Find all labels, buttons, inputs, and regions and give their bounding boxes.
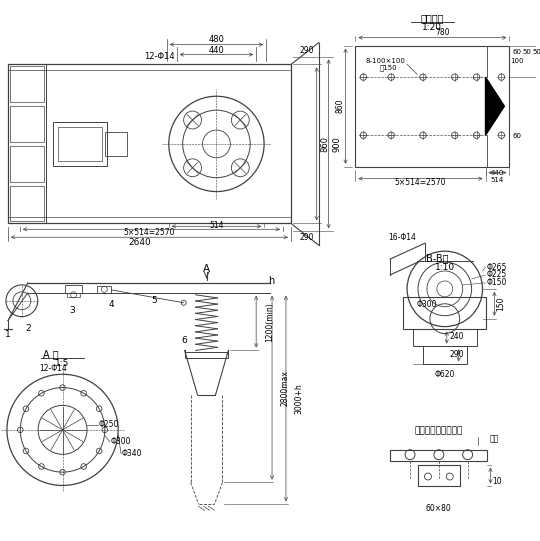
Bar xyxy=(185,352,228,358)
Bar xyxy=(8,64,291,223)
Text: Φ620: Φ620 xyxy=(435,370,455,379)
Text: 2640: 2640 xyxy=(128,237,151,247)
Text: Φ265: Φ265 xyxy=(487,262,507,272)
Bar xyxy=(66,293,80,297)
Text: 860: 860 xyxy=(320,136,329,152)
Text: 楼板直接钒通示意图: 楼板直接钒通示意图 xyxy=(415,426,463,436)
Bar xyxy=(10,186,44,221)
Bar xyxy=(97,286,111,293)
Text: 860: 860 xyxy=(335,99,344,114)
Text: 240: 240 xyxy=(450,332,464,341)
Bar xyxy=(52,122,107,166)
Text: Φ150: Φ150 xyxy=(487,279,507,287)
Bar xyxy=(418,465,460,486)
Bar xyxy=(413,328,477,346)
Text: 780: 780 xyxy=(435,28,450,37)
Text: Φ340: Φ340 xyxy=(122,449,143,458)
Bar xyxy=(390,450,488,460)
Text: 10: 10 xyxy=(492,477,502,486)
Text: 290: 290 xyxy=(300,233,314,242)
Bar xyxy=(355,45,509,167)
Text: 900: 900 xyxy=(332,136,341,152)
Text: 基础孔图: 基础孔图 xyxy=(421,13,444,23)
Text: 440: 440 xyxy=(491,170,504,176)
Text: 深150: 深150 xyxy=(380,65,397,71)
Text: 1:10: 1:10 xyxy=(435,262,455,272)
Polygon shape xyxy=(485,77,504,135)
Text: 290: 290 xyxy=(450,350,464,359)
Text: 5: 5 xyxy=(151,296,157,305)
Text: 6: 6 xyxy=(182,336,187,345)
Text: h: h xyxy=(268,276,274,286)
Bar xyxy=(105,132,127,156)
Text: 8-100×100: 8-100×100 xyxy=(365,58,405,64)
Text: 3: 3 xyxy=(70,306,76,315)
Bar xyxy=(10,67,44,102)
Text: Φ225: Φ225 xyxy=(487,270,507,280)
Text: 12-Φ14: 12-Φ14 xyxy=(144,52,174,61)
Text: 514: 514 xyxy=(209,221,224,230)
Text: 60: 60 xyxy=(513,49,522,55)
Text: 3000+h: 3000+h xyxy=(294,383,303,414)
Bar xyxy=(10,146,44,182)
Text: 5×514=2570: 5×514=2570 xyxy=(124,228,175,237)
Text: 60×80: 60×80 xyxy=(426,504,452,513)
Text: Φ300: Φ300 xyxy=(111,437,131,446)
Text: 150: 150 xyxy=(496,296,505,311)
Text: 4: 4 xyxy=(109,300,114,309)
Text: 514: 514 xyxy=(491,177,504,183)
Text: 12-Φ14: 12-Φ14 xyxy=(39,364,66,373)
Text: 1:20: 1:20 xyxy=(422,23,442,32)
Text: Φ250: Φ250 xyxy=(99,420,119,430)
Text: B-B向: B-B向 xyxy=(426,253,448,263)
Text: 100: 100 xyxy=(510,58,524,64)
Bar xyxy=(423,346,467,364)
Bar xyxy=(65,285,83,293)
Text: 480: 480 xyxy=(208,35,225,44)
Text: A 向: A 向 xyxy=(43,349,58,359)
Text: Φ300: Φ300 xyxy=(417,300,437,309)
Bar xyxy=(10,106,44,142)
Text: 50: 50 xyxy=(523,49,532,55)
Text: 2: 2 xyxy=(25,324,31,333)
Text: 2800max: 2800max xyxy=(280,370,289,406)
Text: 440: 440 xyxy=(208,46,224,55)
Text: 1200(min): 1200(min) xyxy=(266,302,274,341)
Text: 760: 760 xyxy=(495,100,501,113)
Bar xyxy=(403,297,487,328)
Text: 5×514=2570: 5×514=2570 xyxy=(395,178,446,187)
Text: 楼板: 楼板 xyxy=(489,434,499,443)
Text: A: A xyxy=(203,264,210,274)
Text: 290: 290 xyxy=(300,46,314,55)
Bar xyxy=(58,127,102,161)
Text: 1:5: 1:5 xyxy=(56,359,70,368)
Text: 1: 1 xyxy=(5,330,11,339)
Text: 60: 60 xyxy=(513,133,522,139)
Text: 50: 50 xyxy=(532,49,540,55)
Text: 16-Φ14: 16-Φ14 xyxy=(388,233,416,242)
